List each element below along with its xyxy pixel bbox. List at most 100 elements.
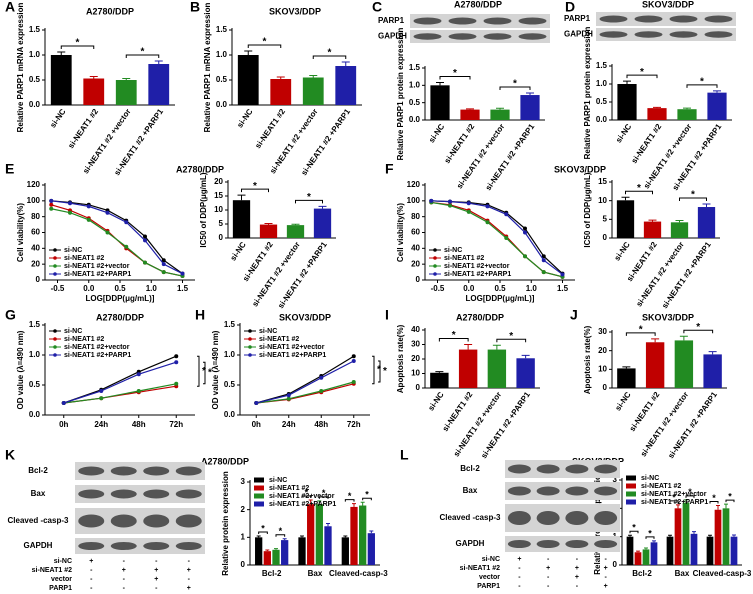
y-tick-label: 0.5: [29, 75, 41, 84]
x-tick-label: Bcl-2: [632, 569, 652, 578]
y-tick-label: 1.5: [29, 320, 41, 329]
y-tick-label: 0.5: [216, 75, 228, 84]
blot-band: [143, 542, 170, 550]
data-point: [99, 389, 104, 393]
lane-mark: -: [90, 576, 93, 583]
bar: [490, 109, 510, 120]
blot-band: [536, 511, 560, 525]
x-tick-label: Bcl-2: [262, 569, 282, 578]
blot-band: [704, 15, 733, 23]
data-point: [286, 393, 291, 398]
blot-band: [448, 33, 477, 40]
data-point: [504, 236, 509, 241]
y-tick-label: 3: [613, 475, 618, 484]
significance-bracket: [197, 355, 200, 387]
bar: [237, 55, 259, 105]
y-tick-label: 0.5: [29, 380, 41, 389]
error-bar: [282, 538, 287, 541]
data-point: [86, 217, 91, 222]
error-bar: [369, 530, 374, 534]
blot-band: [536, 540, 560, 548]
y-tick-label: 0.5: [596, 97, 608, 106]
significance-label: *: [322, 488, 326, 498]
error-bar: [621, 196, 630, 201]
error-bar: [464, 344, 473, 350]
bar: [516, 358, 535, 388]
blot-strip: [596, 12, 736, 26]
data-point: [351, 380, 356, 384]
x-tick-label: 48h: [132, 420, 146, 429]
error-bar: [496, 107, 504, 110]
bar: [255, 537, 263, 565]
x-tick-label: 0h: [252, 420, 261, 429]
y-tick-label: 0.0: [596, 115, 608, 124]
y-tick-label: 0: [613, 560, 618, 569]
bar: [315, 504, 323, 565]
y-axis-label: Cell viability(%): [16, 203, 25, 262]
error-bar: [648, 219, 657, 222]
x-tick-label: 24h: [94, 420, 108, 429]
legend-marker: [53, 248, 57, 252]
data-point: [161, 270, 166, 275]
blot-label: PARP1: [378, 16, 405, 25]
legend-swatch: [626, 499, 636, 505]
lane-mark: -: [90, 567, 93, 574]
legend-marker: [53, 272, 57, 276]
bar: [50, 55, 72, 105]
error-bar: [237, 194, 246, 201]
y-tick-label: 20: [411, 259, 420, 268]
y-axis-label: Relative PARP1 mRNA expression: [16, 2, 25, 132]
blot-band: [483, 17, 512, 25]
lane-label: vector: [51, 576, 72, 583]
y-axis-label: IC50 of DDP(μg/mL): [583, 172, 592, 247]
error-bar: [683, 107, 691, 110]
significance-label: *: [263, 37, 267, 48]
y-tick-label: 0: [416, 383, 421, 392]
error-bar: [308, 499, 313, 505]
y-tick-label: 80: [31, 212, 40, 221]
data-point: [143, 238, 147, 243]
data-point: [161, 262, 166, 267]
significance-label: *: [328, 48, 332, 59]
error-bar: [732, 534, 736, 537]
lane-mark: -: [155, 558, 158, 565]
lane-mark: +: [154, 576, 158, 583]
error-bar: [692, 531, 696, 534]
blot-label: PARP1: [564, 14, 591, 23]
x-tick-label: si-NC: [426, 390, 445, 412]
lane-mark: -: [90, 585, 93, 592]
y-axis-label: OD value (λ=490 nm): [211, 330, 220, 409]
data-point: [448, 199, 452, 204]
lane-mark: +: [575, 565, 579, 572]
blot-strip: [75, 538, 205, 554]
significance-bracket: [60, 45, 95, 49]
legend-marker: [53, 337, 57, 341]
panel-label: L: [400, 447, 409, 463]
x-tick-label: si-NC: [613, 390, 632, 412]
blot-band: [518, 17, 547, 25]
blot-band: [669, 31, 698, 38]
significance-label: *: [700, 76, 704, 87]
panel-label: I: [385, 307, 389, 323]
legend-label: si-NEAT1 #2: [641, 483, 681, 490]
bar: [487, 349, 507, 388]
series-line: [63, 361, 177, 404]
data-point: [49, 202, 54, 207]
data-point: [351, 354, 356, 359]
bar: [703, 354, 722, 388]
error-bar: [122, 78, 131, 80]
y-tick-label: 0: [36, 275, 41, 284]
series-line: [63, 383, 177, 404]
error-bar: [628, 534, 632, 537]
y-tick-label: 20: [411, 354, 420, 363]
x-tick-label: si-NC: [229, 240, 248, 262]
blot-band: [448, 17, 477, 25]
data-point: [541, 258, 546, 263]
y-tick-label: 40: [411, 243, 420, 252]
data-point: [523, 254, 527, 259]
bar: [83, 78, 105, 105]
legend-label: si-NEAT1 #2+PARP1: [641, 499, 708, 506]
data-point: [466, 201, 471, 206]
significance-label: *: [348, 491, 352, 501]
